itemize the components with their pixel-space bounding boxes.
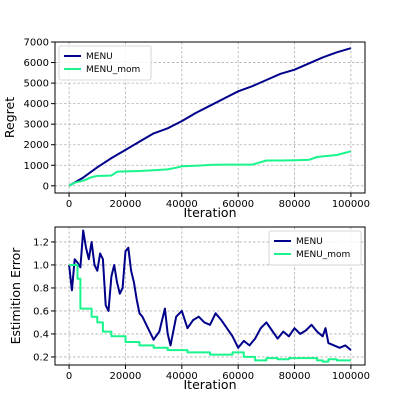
legend-box bbox=[58, 45, 152, 81]
legend-label: MENU bbox=[86, 52, 113, 62]
x-tick-label: 40000 bbox=[166, 199, 198, 210]
y-axis-label: Regret bbox=[2, 97, 17, 138]
y-tick-label: 0 bbox=[43, 181, 49, 192]
y-tick-label: 6000 bbox=[24, 58, 49, 69]
y-tick-label: 1.0 bbox=[33, 260, 49, 271]
y-tick-label: 0.2 bbox=[33, 352, 49, 363]
x-tick-label: 0 bbox=[66, 199, 72, 210]
x-tick-label: 100000 bbox=[332, 371, 370, 382]
series-line-MENU bbox=[68, 229, 352, 351]
chart-1: 0 20000 40000 60000 80000 100000 0 1000 2000 3000… bbox=[2, 38, 370, 221]
legend-label: MENU bbox=[296, 237, 323, 247]
x-tick-label: 20000 bbox=[110, 199, 142, 210]
series-line-MENU bbox=[68, 47, 352, 187]
y-tick-label: 3000 bbox=[24, 120, 49, 131]
y-tick-label: 0.6 bbox=[33, 306, 49, 317]
x-tick-label: 0 bbox=[66, 371, 72, 382]
y-tick-label: 2000 bbox=[24, 140, 49, 151]
chart-2: 0 20000 40000 60000 80000 100000 0.2 0.4 0.6 0.8 1… bbox=[8, 226, 370, 392]
series-line-MENU_mom bbox=[69, 264, 351, 363]
x-tick-label: 80000 bbox=[279, 199, 311, 210]
x-axis-label: Iteration bbox=[183, 377, 236, 392]
y-axis-label: Estimition Error bbox=[8, 247, 23, 345]
legend: MENU MENU_mom bbox=[58, 45, 152, 81]
y-tick-label: 0.8 bbox=[33, 283, 49, 294]
x-tick-label: 40000 bbox=[166, 371, 198, 382]
y-tick-label: 5000 bbox=[24, 79, 49, 90]
legend-label: MENU_mom bbox=[296, 250, 350, 260]
plot-frame bbox=[54, 41, 366, 194]
series-line-MENU_mom bbox=[68, 150, 352, 187]
x-tick-label: 80000 bbox=[279, 371, 311, 382]
legend-box bbox=[268, 230, 362, 266]
plot-frame bbox=[54, 226, 366, 366]
x-tick-label: 60000 bbox=[222, 371, 254, 382]
x-tick-label: 20000 bbox=[110, 371, 142, 382]
y-tick-label: 1.2 bbox=[33, 237, 49, 248]
legend-label: MENU_mom bbox=[86, 65, 140, 75]
y-tick-label: 1000 bbox=[24, 161, 49, 172]
y-tick-label: 4000 bbox=[24, 99, 49, 110]
x-axis-label: Iteration bbox=[183, 205, 236, 220]
x-tick-label: 60000 bbox=[222, 199, 254, 210]
legend: MENU MENU_mom bbox=[268, 230, 362, 266]
y-tick-label: 7000 bbox=[24, 38, 49, 49]
x-tick-label: 100000 bbox=[332, 199, 370, 210]
y-tick-label: 0.4 bbox=[33, 329, 49, 340]
